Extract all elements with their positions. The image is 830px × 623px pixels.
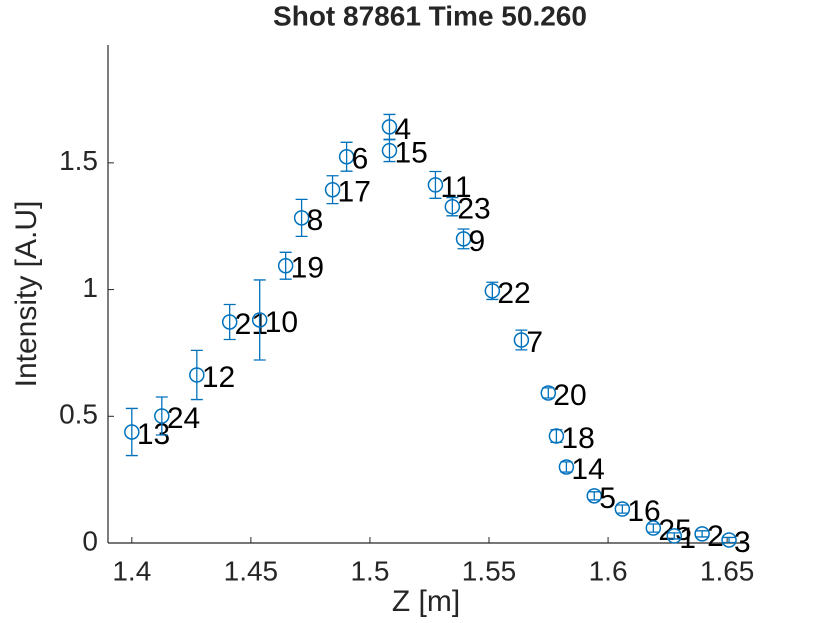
point-label: 2: [707, 520, 724, 553]
point-label: 22: [497, 277, 530, 310]
error-bar: [190, 349, 203, 401]
error-bar: [696, 530, 709, 538]
point-label: 8: [307, 204, 324, 237]
data-point: [558, 459, 575, 475]
x-tick-label: 1.5: [350, 555, 389, 586]
point-label: 19: [291, 252, 324, 285]
error-bar: [340, 141, 353, 172]
data-point: [189, 367, 205, 383]
data-point: [251, 312, 268, 328]
error-bar: [155, 396, 168, 436]
x-tick-label: 1.65: [700, 555, 755, 586]
point-label: 24: [167, 402, 200, 435]
error-bar: [253, 279, 266, 361]
error-bar: [668, 532, 681, 540]
data-point: [427, 177, 444, 193]
y-tick-label: 0.5: [59, 399, 98, 430]
error-bar: [616, 504, 629, 514]
data-point: [548, 428, 565, 444]
point-label: 9: [469, 225, 486, 258]
point-label: 14: [571, 453, 604, 486]
data-point: [694, 526, 710, 542]
y-tick-label: 1.5: [59, 145, 98, 176]
error-bar: [295, 198, 308, 237]
point-label: 25: [658, 514, 691, 547]
point-label: 23: [457, 193, 490, 226]
y-tick-label: 1: [82, 272, 98, 303]
x-tick-label: 1.55: [462, 555, 517, 586]
point-label: 20: [553, 379, 586, 412]
point-label: 21: [235, 308, 268, 341]
data-point: [221, 314, 238, 330]
point-label: 18: [561, 422, 594, 455]
data-point: [513, 332, 530, 348]
x-tick-label: 1.6: [589, 555, 628, 586]
data-point: [277, 257, 294, 274]
point-label: 17: [338, 176, 371, 209]
data-point: [721, 532, 737, 548]
point-label: 15: [394, 137, 427, 170]
error-bar: [486, 281, 499, 301]
point-label: 12: [202, 361, 235, 394]
data-point: [586, 488, 603, 504]
point-label: 6: [352, 143, 369, 176]
chart-title: Shot 87861 Time 50.260: [273, 0, 587, 31]
error-bar: [647, 523, 660, 533]
point-label: 1: [679, 522, 696, 555]
point-label: 5: [599, 482, 616, 515]
data-point: [324, 181, 341, 198]
error-bar: [125, 407, 138, 457]
point-label: 16: [627, 495, 660, 528]
x-tick-label: 1.4: [112, 555, 151, 586]
data-point: [645, 520, 662, 536]
data-point: [455, 231, 472, 247]
error-bar: [223, 303, 236, 341]
point-label: 10: [265, 306, 298, 339]
error-bar: [723, 536, 736, 544]
error-bar: [588, 491, 601, 501]
data-point: [381, 142, 398, 159]
data-point: [540, 385, 557, 401]
data-point: [338, 149, 355, 165]
point-label: 11: [440, 171, 471, 204]
data-point: [484, 283, 501, 299]
data-point: [293, 210, 310, 226]
point-label: 3: [734, 526, 751, 559]
x-axis-label: Z [m]: [392, 585, 460, 618]
data-point: [124, 424, 140, 440]
y-tick-label: 0: [82, 525, 98, 556]
data-point: [444, 198, 461, 215]
point-label: 4: [394, 113, 411, 146]
point-label: 7: [526, 326, 543, 359]
error-bar: [326, 175, 339, 205]
data-point: [381, 119, 398, 135]
data-point: [614, 501, 631, 517]
error-bar: [429, 170, 442, 199]
data-point: [154, 408, 170, 424]
data-point: [666, 528, 683, 544]
error-bar: [446, 196, 459, 217]
x-tick-label: 1.45: [224, 555, 279, 586]
error-bar: [279, 251, 292, 280]
y-axis-label: Intensity [A.U]: [10, 201, 43, 388]
